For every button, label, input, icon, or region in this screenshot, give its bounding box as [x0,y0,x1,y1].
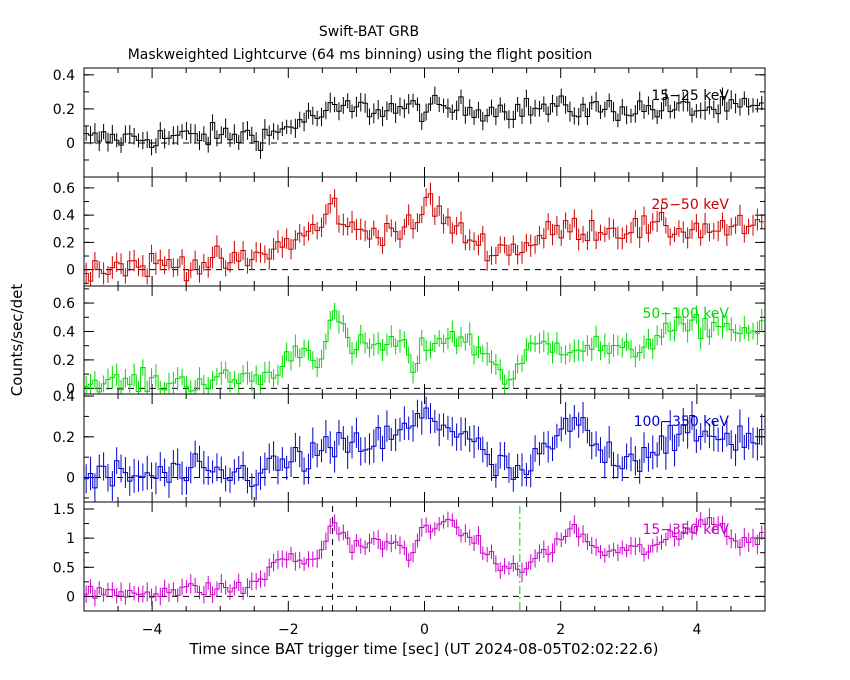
x-tick-label: −4 [142,622,163,638]
y-tick-label: 0.2 [53,353,75,369]
y-tick-label: 0.2 [53,430,75,446]
y-tick-label: 0.2 [53,102,75,118]
y-tick-label: 0 [66,471,75,487]
panels-group: 0 0.2 0.4 15−25 keV 0 0.2 0.4 0.6 25−50 keV 0 0.2 0… [53,67,766,638]
y-tick-label: 1 [66,531,75,547]
series-label: 50−100 keV [642,306,729,322]
lightcurve-100-350-kev [84,407,764,489]
x-tick-label: −2 [278,622,299,638]
error-bars [85,86,763,160]
lightcurve-50-100-kev [84,310,764,393]
error-bars [85,396,763,502]
series-label: 100−350 keV [634,414,730,430]
series-label: 25−50 keV [651,197,729,213]
y-tick-label: 0 [66,589,75,605]
lightcurve-25-50-kev [84,193,764,282]
y-tick-label: 1.5 [53,502,75,518]
y-tick-label: 0.6 [53,181,75,197]
y-tick-label: 0.4 [53,324,75,340]
y-tick-label: 0.2 [53,235,75,251]
y-tick-label: 0.4 [53,208,75,224]
y-tick-label: 0 [66,381,75,397]
x-tick-label: 2 [556,622,565,638]
lightcurve-15-350-kev [84,517,764,599]
y-tick-label: 0 [66,263,75,279]
x-axis-label: Time since BAT trigger time [sec] (UT 20… [189,640,659,658]
chart-title: Swift-BAT GRB [319,24,419,40]
chart-subtitle: Maskweighted Lightcurve (64 ms binning) … [128,47,593,63]
y-tick-label: 0.4 [53,389,75,405]
panel-frame [83,501,766,612]
x-tick-label: 0 [420,622,429,638]
series-label: 15−25 keV [651,88,729,104]
error-bars [85,302,763,394]
y-tick-label: 0 [66,136,75,152]
lightcurve-15-25-kev [84,94,764,151]
y-axis-label: Counts/sec/det [8,284,26,397]
x-tick-label: 4 [692,622,701,638]
error-bars [85,508,763,607]
y-tick-label: 0.4 [53,68,75,84]
error-bars [85,182,763,286]
series-label: 15−350 keV [642,522,729,538]
y-tick-label: 0.5 [53,560,75,576]
y-tick-label: 0.6 [53,296,75,312]
